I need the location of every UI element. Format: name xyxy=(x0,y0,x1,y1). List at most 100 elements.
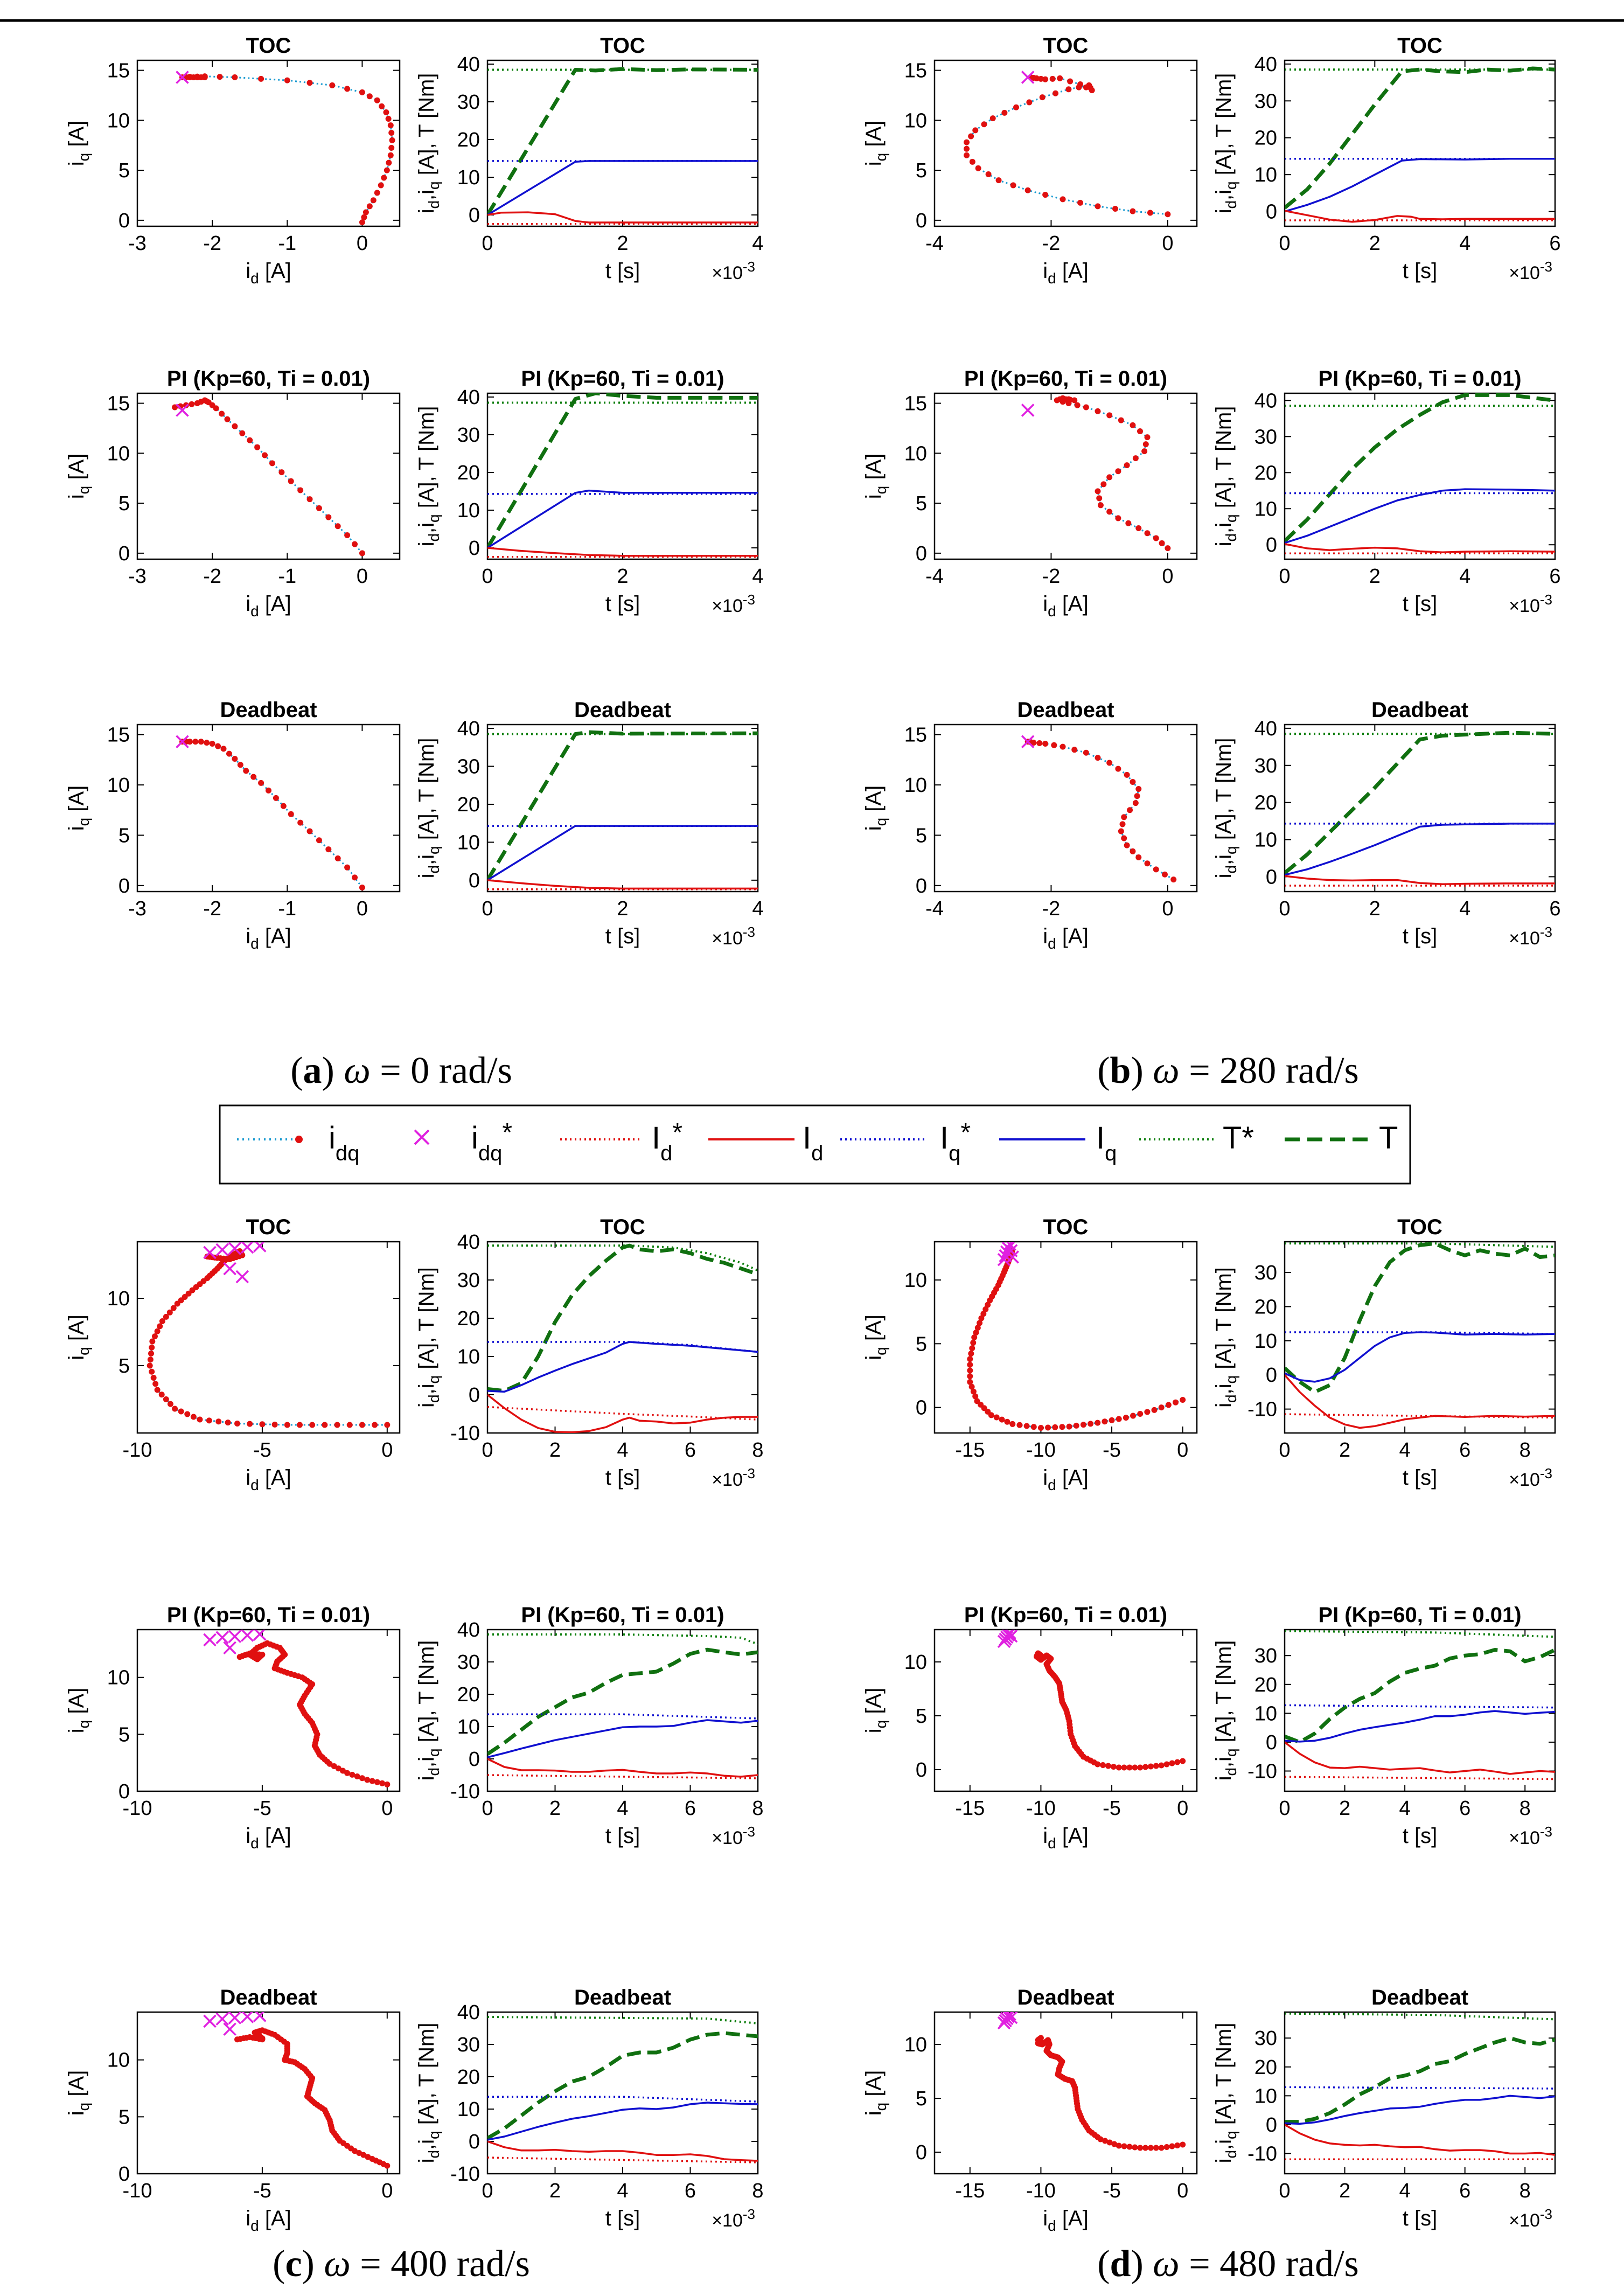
y-tick-label: 0 xyxy=(119,210,130,232)
trajectory-point xyxy=(1071,747,1078,753)
trajectory-point xyxy=(190,1414,197,1420)
legend-entry-iq-ref: Iq* xyxy=(840,1118,971,1165)
x-tick-label: 0 xyxy=(1279,2180,1290,2202)
plot-title: PI (Kp=60, Ti = 0.01) xyxy=(1318,1603,1521,1627)
y-tick-label: 30 xyxy=(1254,2027,1277,2050)
trajectory-point xyxy=(1038,75,1044,82)
trajectory-point xyxy=(346,1422,353,1428)
series-t-ref xyxy=(1285,1630,1555,1638)
plot-frame xyxy=(486,392,759,560)
reference-marker xyxy=(228,2012,242,2024)
plot-title: TOC xyxy=(1397,1215,1442,1239)
legend-swatch-idq-ref xyxy=(414,1129,430,1145)
trajectory-point xyxy=(359,219,365,226)
x-tick-label: 0 xyxy=(482,565,493,588)
x-tick-label: 2 xyxy=(1369,232,1381,255)
y-tick-label: 0 xyxy=(469,869,480,892)
series-iq xyxy=(487,825,758,881)
y-tick-label: 20 xyxy=(457,462,480,484)
plot-title: Deadbeat xyxy=(1017,698,1114,722)
subplot-d-toc-traj: TOC -15 -10 -5 0 0 5 10 id [A] iq [A] xyxy=(862,1215,1198,1493)
x-axis-label: id [A] xyxy=(246,592,291,620)
y-tick-label: 30 xyxy=(457,424,480,447)
reference-marker xyxy=(223,2022,236,2036)
trajectory-point xyxy=(224,416,231,422)
series-iq xyxy=(487,1341,758,1393)
trajectory-point xyxy=(288,811,294,817)
trajectory-point xyxy=(147,1362,153,1369)
trajectory-point xyxy=(1141,448,1148,455)
trajectory-point xyxy=(197,1416,203,1423)
y-tick-label: 0 xyxy=(1266,1731,1277,1754)
y-tick-label: 40 xyxy=(457,1619,480,1641)
plot-frame xyxy=(486,1241,759,1434)
trajectory-point xyxy=(1042,740,1049,747)
trajectory-point xyxy=(1124,771,1130,778)
subplot-a-pi-traj: PI (Kp=60, Ti = 0.01) -3 -2 -1 0 0 5 10 15 id [A]… xyxy=(65,367,401,620)
trajectory-point xyxy=(331,1763,337,1770)
trajectory-point xyxy=(378,182,384,189)
y-tick-label: 10 xyxy=(107,1288,130,1310)
series-iq xyxy=(1285,157,1555,213)
trajectory-point xyxy=(384,167,390,173)
series-t xyxy=(1285,393,1555,543)
reference-marker xyxy=(223,1262,236,1276)
plot-frame xyxy=(1284,2011,1556,2175)
y-axis-label: id,iq [A], T [Nm] xyxy=(415,1267,442,1408)
trajectory-point xyxy=(296,1422,303,1428)
y-tick-label: -10 xyxy=(1247,2143,1277,2166)
trajectory-point xyxy=(1165,1402,1172,1408)
series-id xyxy=(487,547,758,557)
trajectory-point xyxy=(1165,211,1171,218)
trajectory-point xyxy=(220,746,227,752)
trajectory-point xyxy=(1100,481,1107,488)
x-tick-label: 2 xyxy=(549,2180,561,2202)
y-tick-label: 20 xyxy=(1254,462,1277,484)
x-tick-label: 4 xyxy=(752,565,763,588)
y-tick-label: 10 xyxy=(457,2098,480,2121)
plot-title: Deadbeat xyxy=(1371,1986,1468,2009)
trajectory-point xyxy=(1105,1763,1111,1769)
trajectory-point xyxy=(1121,814,1127,820)
plot-area xyxy=(1285,1630,1555,1780)
series-t-ref xyxy=(487,1633,758,1645)
reference-marker xyxy=(240,1242,254,1254)
y-tick-label: 0 xyxy=(916,1397,927,1420)
x-axis-label: t [s] xyxy=(605,259,640,283)
y-axis-label: id,iq [A], T [Nm] xyxy=(415,406,442,547)
trajectory-point xyxy=(344,864,351,871)
y-tick-label: 30 xyxy=(1254,755,1277,777)
y-tick-label: -10 xyxy=(1247,1761,1277,1783)
y-tick-label: 10 xyxy=(107,2049,130,2072)
trajectory-point xyxy=(363,209,369,215)
trajectory-point xyxy=(1163,2144,1170,2150)
reference-marker xyxy=(176,403,189,417)
y-tick-label: 0 xyxy=(119,2163,130,2186)
x-tick-label: -15 xyxy=(955,1797,985,1820)
trajectory-point xyxy=(1039,94,1046,101)
trajectory-point xyxy=(974,1398,980,1404)
trajectory-point xyxy=(219,411,225,417)
trajectory-point xyxy=(237,762,243,768)
trajectory-point xyxy=(374,1779,380,1785)
x-axis-label: id [A] xyxy=(246,1466,291,1493)
y-tick-label: 10 xyxy=(107,774,130,797)
y-axis-label: iq [A] xyxy=(862,1314,889,1360)
trajectory-point xyxy=(1115,766,1121,772)
trajectory-point xyxy=(262,452,268,458)
plot-area xyxy=(487,730,758,890)
trajectory-point xyxy=(366,93,373,100)
trajectory-point xyxy=(157,1323,163,1330)
trajectory-point xyxy=(964,152,970,158)
trajectory-point xyxy=(232,755,238,762)
trajectory-point xyxy=(1001,109,1008,116)
series-id-ref xyxy=(1285,1776,1555,1780)
trajectory-point xyxy=(1147,2145,1154,2151)
trajectory-point xyxy=(384,1781,391,1787)
x-axis-label: id [A] xyxy=(1043,1466,1089,1493)
trajectory-point xyxy=(1009,1421,1016,1427)
series-iq xyxy=(487,1719,758,1758)
subplot-c-pi-time: PI (Kp=60, Ti = 0.01)0 2 4 6 8-10010203040t … xyxy=(415,1603,764,1848)
plot-title: PI (Kp=60, Ti = 0.01) xyxy=(964,1603,1167,1627)
